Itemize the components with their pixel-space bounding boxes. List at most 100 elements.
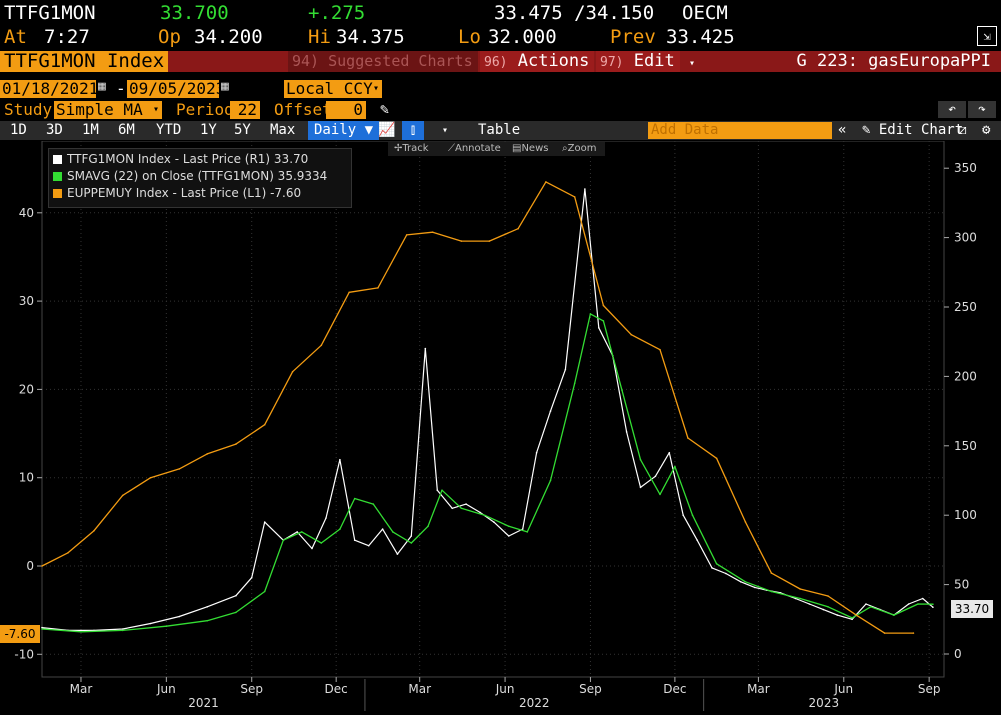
series-euppemuy-point xyxy=(263,423,266,426)
pencil-icon[interactable]: ✎ xyxy=(380,100,390,118)
range-3d[interactable]: 3D xyxy=(46,122,63,138)
series-smavg-point xyxy=(770,590,773,593)
series-euppemuy-point xyxy=(912,632,915,634)
series-ttf-point xyxy=(367,544,370,547)
chart-area[interactable]: -10 0 10 20 30 40 0 50 100 150 200 250 300 350 Mar Jun S… xyxy=(0,140,1001,711)
expand-icon[interactable]: ⇲ xyxy=(977,26,997,46)
track-button[interactable]: ✢ Track xyxy=(394,143,429,154)
series-smavg-point xyxy=(427,525,429,528)
ticker[interactable]: TTFG1MON xyxy=(4,2,96,24)
series-smavg-point xyxy=(165,625,168,627)
legend-item-ttf[interactable]: TTFG1MON Index - Last Price (R1) 33.70 xyxy=(53,152,308,167)
period-input[interactable]: 22 xyxy=(230,101,260,119)
range-6m[interactable]: 6M xyxy=(118,122,135,138)
edit-chart-button[interactable]: ✎ Edit Chart xyxy=(862,122,964,138)
left-tick-label: 0 xyxy=(26,559,34,573)
legend-item-smavg[interactable]: SMAVG (22) on Close (TTFG1MON) 35.9334 xyxy=(53,169,328,184)
end-date-input[interactable]: 09/05/2023 xyxy=(127,79,226,98)
range-1m[interactable]: 1M xyxy=(82,122,99,138)
add-data-input[interactable]: Add Data xyxy=(648,122,832,139)
series-euppemuy-point xyxy=(827,595,829,597)
range-1y[interactable]: 1Y xyxy=(200,122,217,138)
series-ttf-point xyxy=(41,626,43,629)
price-chart[interactable]: -10 0 10 20 30 40 0 50 100 150 200 250 300 350 Mar Jun S… xyxy=(0,140,1001,711)
time-label: At xyxy=(4,26,27,48)
track-label: Track xyxy=(402,143,429,154)
series-ttf-point xyxy=(584,188,586,190)
series-ttf-point xyxy=(296,531,299,533)
range-1d[interactable]: 1D xyxy=(10,122,27,138)
edit-menu[interactable]: 97) Edit ▾ xyxy=(596,51,695,72)
series-ttf-point xyxy=(865,603,867,605)
series-ttf-point xyxy=(907,603,910,605)
series-euppemuy-point xyxy=(659,348,661,351)
series-smavg-point xyxy=(339,528,341,530)
series-smavg-point xyxy=(410,542,413,544)
left-tick-label: 20 xyxy=(19,382,34,396)
series-smavg-point xyxy=(869,606,872,608)
right-tick-label: 100 xyxy=(954,508,977,522)
series-ttf-point xyxy=(549,410,552,412)
x-tick-label: Jun xyxy=(495,682,515,696)
series-ttf-point xyxy=(639,486,642,489)
series-smavg-point xyxy=(917,603,919,605)
series-ttf-point xyxy=(493,521,495,523)
actions-menu[interactable]: 96) Actions ▾ xyxy=(480,51,610,72)
range-ytd[interactable]: YTD xyxy=(156,122,182,138)
series-euppemuy-point xyxy=(291,370,294,373)
series-euppemuy-point xyxy=(377,287,379,289)
last-value-label-left: -7.60 xyxy=(0,625,40,643)
last-value-label-right: 33.70 xyxy=(951,600,993,618)
series-ttf-point xyxy=(668,451,671,454)
news-label: News xyxy=(521,143,549,154)
series-ttf-point xyxy=(521,528,524,530)
series-smavg-point xyxy=(715,563,718,565)
frequency-select[interactable]: Daily ▼ xyxy=(308,121,380,140)
range-max[interactable]: Max xyxy=(270,122,296,138)
series-smavg-point xyxy=(508,525,510,528)
redo-icon[interactable]: ↷ xyxy=(968,101,996,118)
double-chevron-left-icon[interactable]: « xyxy=(838,122,847,138)
legend-item-euppemuy[interactable]: EUPPEMUY Index - Last Price (L1) -7.60 xyxy=(53,186,301,201)
currency-select[interactable]: Local CCY ▾ xyxy=(284,80,382,98)
calendar-icon[interactable]: ▦ xyxy=(98,79,106,94)
legend-label: SMAVG (22) on Close (TTFG1MON) 35.9334 xyxy=(67,169,328,183)
range-5y[interactable]: 5Y xyxy=(234,122,251,138)
chevron-down-icon[interactable]: ▾ xyxy=(442,125,449,136)
series-euppemuy-line xyxy=(41,181,914,634)
study-select[interactable]: Simple MA ▾ xyxy=(54,101,162,119)
left-tick-label: 30 xyxy=(19,294,34,308)
zoom-button[interactable]: ⌕ Zoom xyxy=(562,143,597,154)
series-ttf-point xyxy=(711,567,713,569)
x-tick-label: Sep xyxy=(918,682,941,696)
series-euppemuy-point xyxy=(602,304,605,307)
news-button[interactable]: ▤ News xyxy=(512,143,549,154)
series-smavg-point xyxy=(235,611,237,614)
security-field[interactable]: TTFG1MON Index xyxy=(0,51,168,72)
x-tick-label: Sep xyxy=(579,682,602,696)
actions-label: Actions xyxy=(517,51,590,71)
x-tick-label: Dec xyxy=(663,682,686,696)
bar-chart-icon[interactable]: ⫾ xyxy=(402,121,424,140)
offset-input[interactable]: 0 xyxy=(326,101,366,119)
zoom-icon[interactable]: ⧄ xyxy=(958,122,967,138)
undo-icon[interactable]: ↶ xyxy=(938,101,966,118)
series-ttf-point xyxy=(410,535,413,537)
suggested-charts-button[interactable]: 94) Suggested Charts xyxy=(288,51,478,72)
table-button[interactable]: Table xyxy=(478,122,521,138)
start-date-input[interactable]: 01/18/2021 xyxy=(0,79,99,98)
series-ttf-point xyxy=(740,581,742,583)
calendar-icon[interactable]: ▦ xyxy=(221,79,229,94)
x-tick-label: Jun xyxy=(156,682,176,696)
series-smavg-point xyxy=(80,631,82,633)
settings-icon[interactable]: ⚙ xyxy=(982,122,991,138)
series-ttf-point xyxy=(353,539,356,541)
line-chart-icon[interactable]: 📈 xyxy=(378,122,396,138)
series-euppemuy-point xyxy=(121,494,124,497)
time: 7:27 xyxy=(44,26,90,48)
annotate-button[interactable]: ⟋ Annotate xyxy=(448,143,501,154)
series-euppemuy-point xyxy=(460,240,463,242)
series-euppemuy-point xyxy=(517,227,519,230)
series-euppemuy-point xyxy=(573,196,576,198)
left-tick-label: 10 xyxy=(19,471,34,485)
